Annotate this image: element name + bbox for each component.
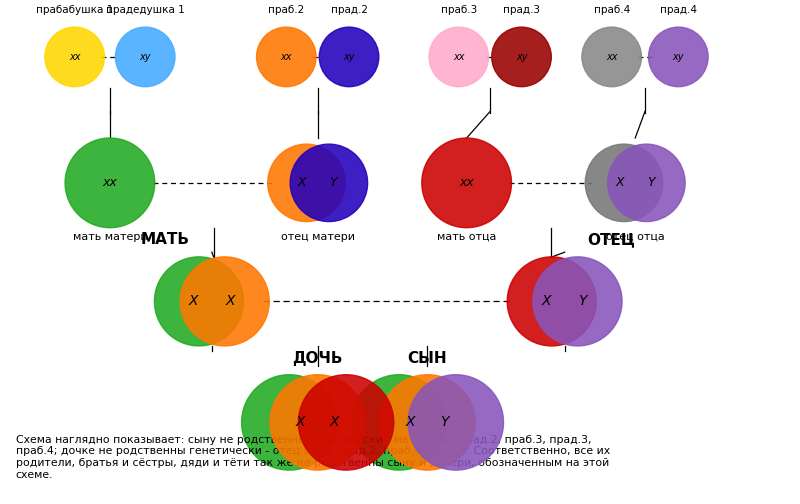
Text: X: X [330,415,339,429]
Text: ДОЧЬ: ДОЧЬ [293,351,343,366]
Text: праб.3: праб.3 [441,5,477,15]
Text: ху: ху [516,52,527,62]
Ellipse shape [533,257,622,346]
Ellipse shape [380,374,475,470]
Ellipse shape [268,144,345,222]
Ellipse shape [319,27,379,87]
Ellipse shape [270,374,366,470]
Ellipse shape [290,144,368,222]
Ellipse shape [242,374,337,470]
Text: X: X [298,176,306,190]
Ellipse shape [351,374,446,470]
Text: прад.2: прад.2 [330,5,367,15]
Text: Y: Y [578,294,587,308]
Ellipse shape [45,27,105,87]
Text: прабабушка 1: прабабушка 1 [36,5,114,15]
Text: Y: Y [440,415,449,429]
Text: ху: ху [343,52,354,62]
Text: X: X [189,294,198,308]
Text: прад.3: прад.3 [503,5,540,15]
Text: прадедушка 1: прадедушка 1 [106,5,185,15]
Text: праб.4: праб.4 [594,5,630,15]
Text: отец отца: отец отца [606,232,665,242]
Text: хх: хх [102,176,118,190]
Ellipse shape [429,27,489,87]
Ellipse shape [492,27,551,87]
Ellipse shape [586,144,662,222]
Ellipse shape [180,257,270,346]
Text: ху: ху [673,52,684,62]
Ellipse shape [608,144,685,222]
Text: X: X [615,176,624,190]
Ellipse shape [298,374,394,470]
Text: мать матери: мать матери [73,232,147,242]
Ellipse shape [154,257,243,346]
Text: X: X [406,415,415,429]
Text: Схема наглядно показывает: сыну не родственны генетически - мать отца, прад.2, п: Схема наглядно показывает: сыну не родст… [16,435,610,479]
Text: хх: хх [459,176,474,190]
Text: Y: Y [330,176,337,190]
Text: хх: хх [69,52,80,62]
Text: хх: хх [606,52,618,62]
Ellipse shape [257,27,316,87]
Ellipse shape [422,138,511,228]
Ellipse shape [65,138,154,228]
Text: ху: ху [139,52,151,62]
Text: хх: хх [453,52,465,62]
Text: хх: хх [281,52,292,62]
Ellipse shape [507,257,596,346]
Ellipse shape [115,27,175,87]
Text: ОТЕЦ: ОТЕЦ [588,232,636,247]
Text: мать отца: мать отца [437,232,496,242]
Text: X: X [296,415,306,429]
Text: прад.4: прад.4 [660,5,697,15]
Ellipse shape [408,374,503,470]
Text: Y: Y [647,176,654,190]
Ellipse shape [582,27,642,87]
Text: МАТЬ: МАТЬ [140,232,190,247]
Text: СЫН: СЫН [408,351,447,366]
Text: X: X [542,294,551,308]
Text: праб.2: праб.2 [268,5,305,15]
Ellipse shape [649,27,708,87]
Text: отец матери: отец матери [281,232,354,242]
Text: X: X [225,294,234,308]
